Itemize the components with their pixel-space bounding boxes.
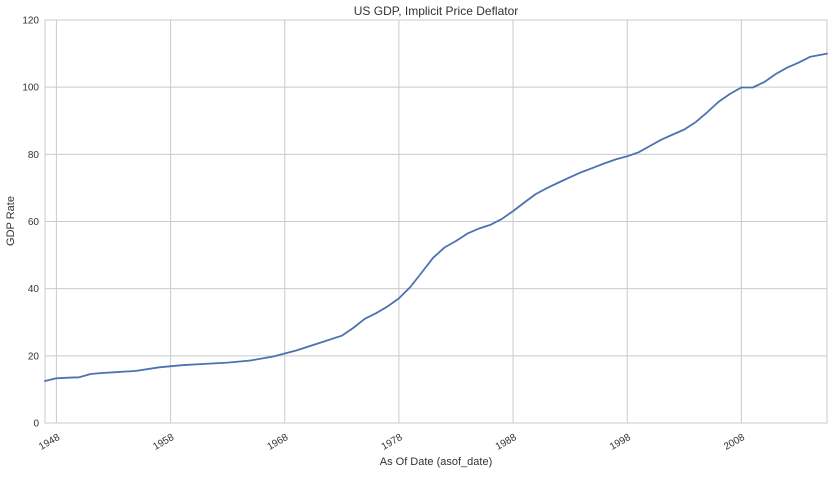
y-axis-label: GDP Rate [5,196,17,246]
y-tick-label: 60 [28,217,40,228]
series-layer [44,52,828,382]
grid [45,19,827,424]
y-tick-label: 100 [22,83,39,94]
axis-frame [44,19,828,424]
x-tick-label: 1968 [265,432,290,453]
y-tick-label: 20 [28,351,40,362]
chart-title: US GDP, Implicit Price Deflator [354,4,519,18]
plot-border [44,19,828,424]
x-tick-label: 1988 [494,432,519,453]
x-tick-label: 1998 [608,432,633,453]
x-tick-label: 2008 [722,432,747,453]
y-tick-label: 80 [28,150,40,161]
x-axis-label: As Of Date (asof_date) [380,456,493,468]
x-tick-label: 1978 [380,432,405,453]
y-tick-label: 0 [33,419,39,430]
x-tick-label: 1948 [37,432,62,453]
y-tick-label: 40 [28,284,40,295]
x-tick-label: 1958 [151,432,176,453]
series-line [44,52,828,382]
y-tick-label: 120 [22,16,39,27]
